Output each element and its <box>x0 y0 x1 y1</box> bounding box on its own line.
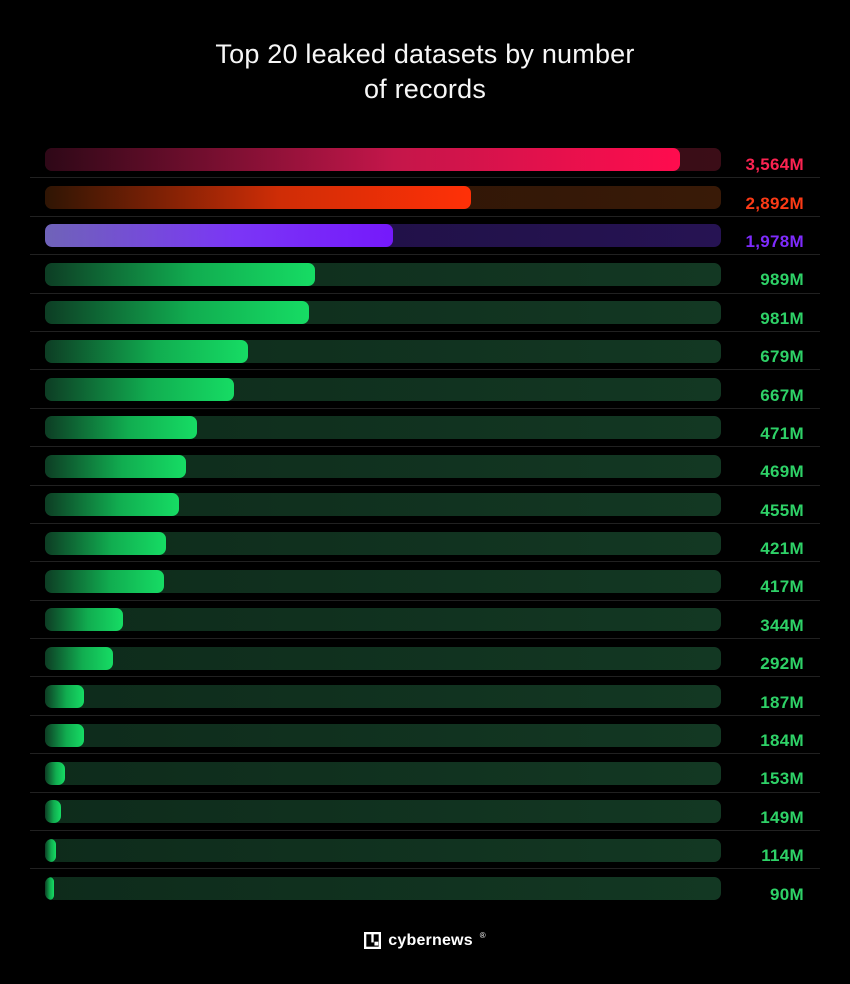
bar-track <box>45 531 721 555</box>
chart-row: 2,892M <box>0 178 850 218</box>
chart-row: 344M <box>0 601 850 640</box>
chart-row: 981M <box>0 294 850 333</box>
page-title: Top 20 leaked datasets by number of reco… <box>0 0 850 107</box>
bar-value-label: 989M <box>760 270 804 290</box>
bar-track <box>45 339 721 363</box>
bar-fill <box>45 147 681 171</box>
chart-row: 153M <box>0 754 850 794</box>
chart-row: 667M <box>0 370 850 410</box>
bar-value-label: 153M <box>760 769 804 789</box>
bar-fill <box>45 454 186 478</box>
bar-value-label: 667M <box>760 385 804 405</box>
bar-value-label: 149M <box>760 807 804 827</box>
bar-track <box>45 378 721 402</box>
bar-value-label: 421M <box>760 539 804 559</box>
chart-row: 114M <box>0 831 850 870</box>
bar-track <box>45 416 721 440</box>
page-title-line1: Top 20 leaked datasets by number <box>215 39 635 69</box>
bar-value-label: 184M <box>760 731 804 751</box>
chart-row: 3,564M <box>0 140 850 179</box>
bar-fill <box>45 800 61 824</box>
bar-track <box>45 262 721 286</box>
bar-value-label: 2,892M <box>745 193 804 213</box>
bar-track <box>45 301 721 325</box>
bar-track <box>45 186 721 210</box>
bar-fill <box>45 838 56 862</box>
bar-fill <box>45 186 471 210</box>
bar-value-label: 471M <box>760 423 804 443</box>
bar-track <box>45 838 721 862</box>
chart-row: 292M <box>0 639 850 678</box>
chart-row: 455M <box>0 486 850 525</box>
bar-fill <box>45 723 85 747</box>
bar-fill <box>45 301 309 325</box>
chart: 3,564M 2,892M 1,978M 989M 981M <box>0 140 850 908</box>
bar-track <box>45 608 721 632</box>
bar-track <box>45 569 721 593</box>
bar-track <box>45 224 721 248</box>
bar-value-label: 344M <box>760 615 804 635</box>
bar-fill <box>45 685 85 709</box>
bar-fill <box>45 493 179 517</box>
bar-value-label: 114M <box>761 846 804 866</box>
bar-track <box>45 800 721 824</box>
brand-text: cybernews <box>388 931 473 949</box>
bar-fill <box>45 531 166 555</box>
chart-row: 184M <box>0 716 850 755</box>
bar-track <box>45 685 721 709</box>
bar-fill <box>45 761 66 785</box>
bar-fill <box>45 378 235 402</box>
bar-track <box>45 646 721 670</box>
bar-track <box>45 761 721 785</box>
bar-track <box>45 147 721 171</box>
registered-mark: ® <box>479 931 486 941</box>
bar-track <box>45 723 721 747</box>
bar-track <box>45 877 721 901</box>
bar-value-label: 981M <box>760 308 804 328</box>
chart-row: 421M <box>0 524 850 563</box>
chart-row: 989M <box>0 255 850 294</box>
bar-value-label: 455M <box>760 500 804 520</box>
bar-value-label: 90M <box>770 884 804 904</box>
bar-value-label: 469M <box>760 462 804 482</box>
bar-fill <box>45 569 164 593</box>
chart-row: 187M <box>0 677 850 717</box>
bar-value-label: 417M <box>760 577 804 597</box>
bar-value-label: 679M <box>760 347 804 367</box>
bar-fill <box>45 877 54 901</box>
bar-track <box>45 454 721 478</box>
chart-row: 679M <box>0 332 850 371</box>
bar-fill <box>45 646 113 670</box>
bar-fill <box>45 416 198 440</box>
bar-fill <box>45 262 316 286</box>
chart-row: 1,978M <box>0 217 850 256</box>
page-title-line2: of records <box>363 74 487 104</box>
bar-fill <box>45 224 394 248</box>
bar-fill <box>45 608 123 632</box>
chart-row: 417M <box>0 562 850 602</box>
bar-value-label: 1,978M <box>745 231 804 251</box>
bar-fill <box>45 339 248 363</box>
bar-value-label: 3,564M <box>745 155 804 175</box>
chart-row: 471M <box>0 409 850 448</box>
chart-row: 469M <box>0 447 850 486</box>
bar-track <box>45 493 721 517</box>
chart-row: 90M <box>0 869 850 907</box>
bar-value-label: 187M <box>760 692 804 712</box>
cybernews-logo-icon <box>364 932 382 950</box>
footer-brand: cybernews ® <box>0 931 850 950</box>
chart-row: 149M <box>0 793 850 832</box>
bar-value-label: 292M <box>760 654 804 674</box>
